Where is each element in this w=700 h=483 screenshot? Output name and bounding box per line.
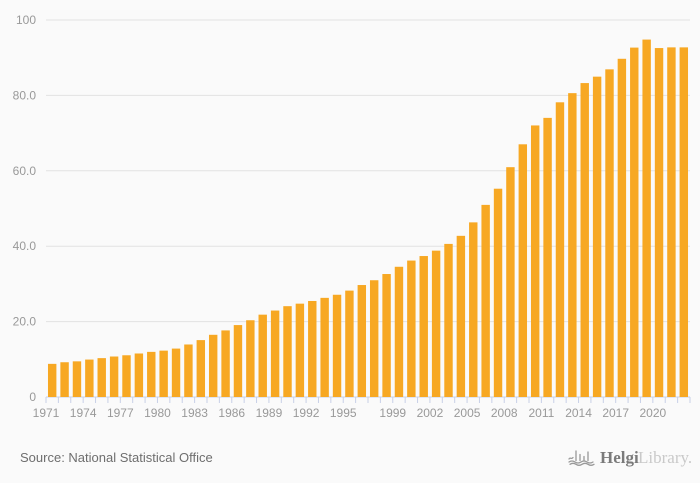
- svg-text:100: 100: [16, 13, 36, 27]
- svg-text:1999: 1999: [379, 406, 406, 420]
- svg-text:1971: 1971: [33, 406, 60, 420]
- svg-text:40.0: 40.0: [13, 239, 37, 253]
- svg-text:20.0: 20.0: [13, 315, 37, 329]
- svg-text:60.0: 60.0: [13, 164, 37, 178]
- svg-text:1983: 1983: [181, 406, 208, 420]
- svg-text:2017: 2017: [602, 406, 629, 420]
- svg-text:1986: 1986: [218, 406, 245, 420]
- svg-text:0: 0: [29, 390, 36, 404]
- svg-text:2005: 2005: [454, 406, 481, 420]
- svg-text:2014: 2014: [565, 406, 592, 420]
- svg-text:2008: 2008: [491, 406, 518, 420]
- svg-text:1992: 1992: [293, 406, 320, 420]
- svg-text:80.0: 80.0: [13, 88, 37, 102]
- svg-text:1974: 1974: [70, 406, 97, 420]
- svg-text:1995: 1995: [330, 406, 357, 420]
- svg-text:1977: 1977: [107, 406, 134, 420]
- svg-text:2020: 2020: [639, 406, 666, 420]
- svg-text:1980: 1980: [144, 406, 171, 420]
- svg-text:1989: 1989: [256, 406, 283, 420]
- svg-text:2002: 2002: [417, 406, 444, 420]
- svg-text:2011: 2011: [528, 406, 554, 420]
